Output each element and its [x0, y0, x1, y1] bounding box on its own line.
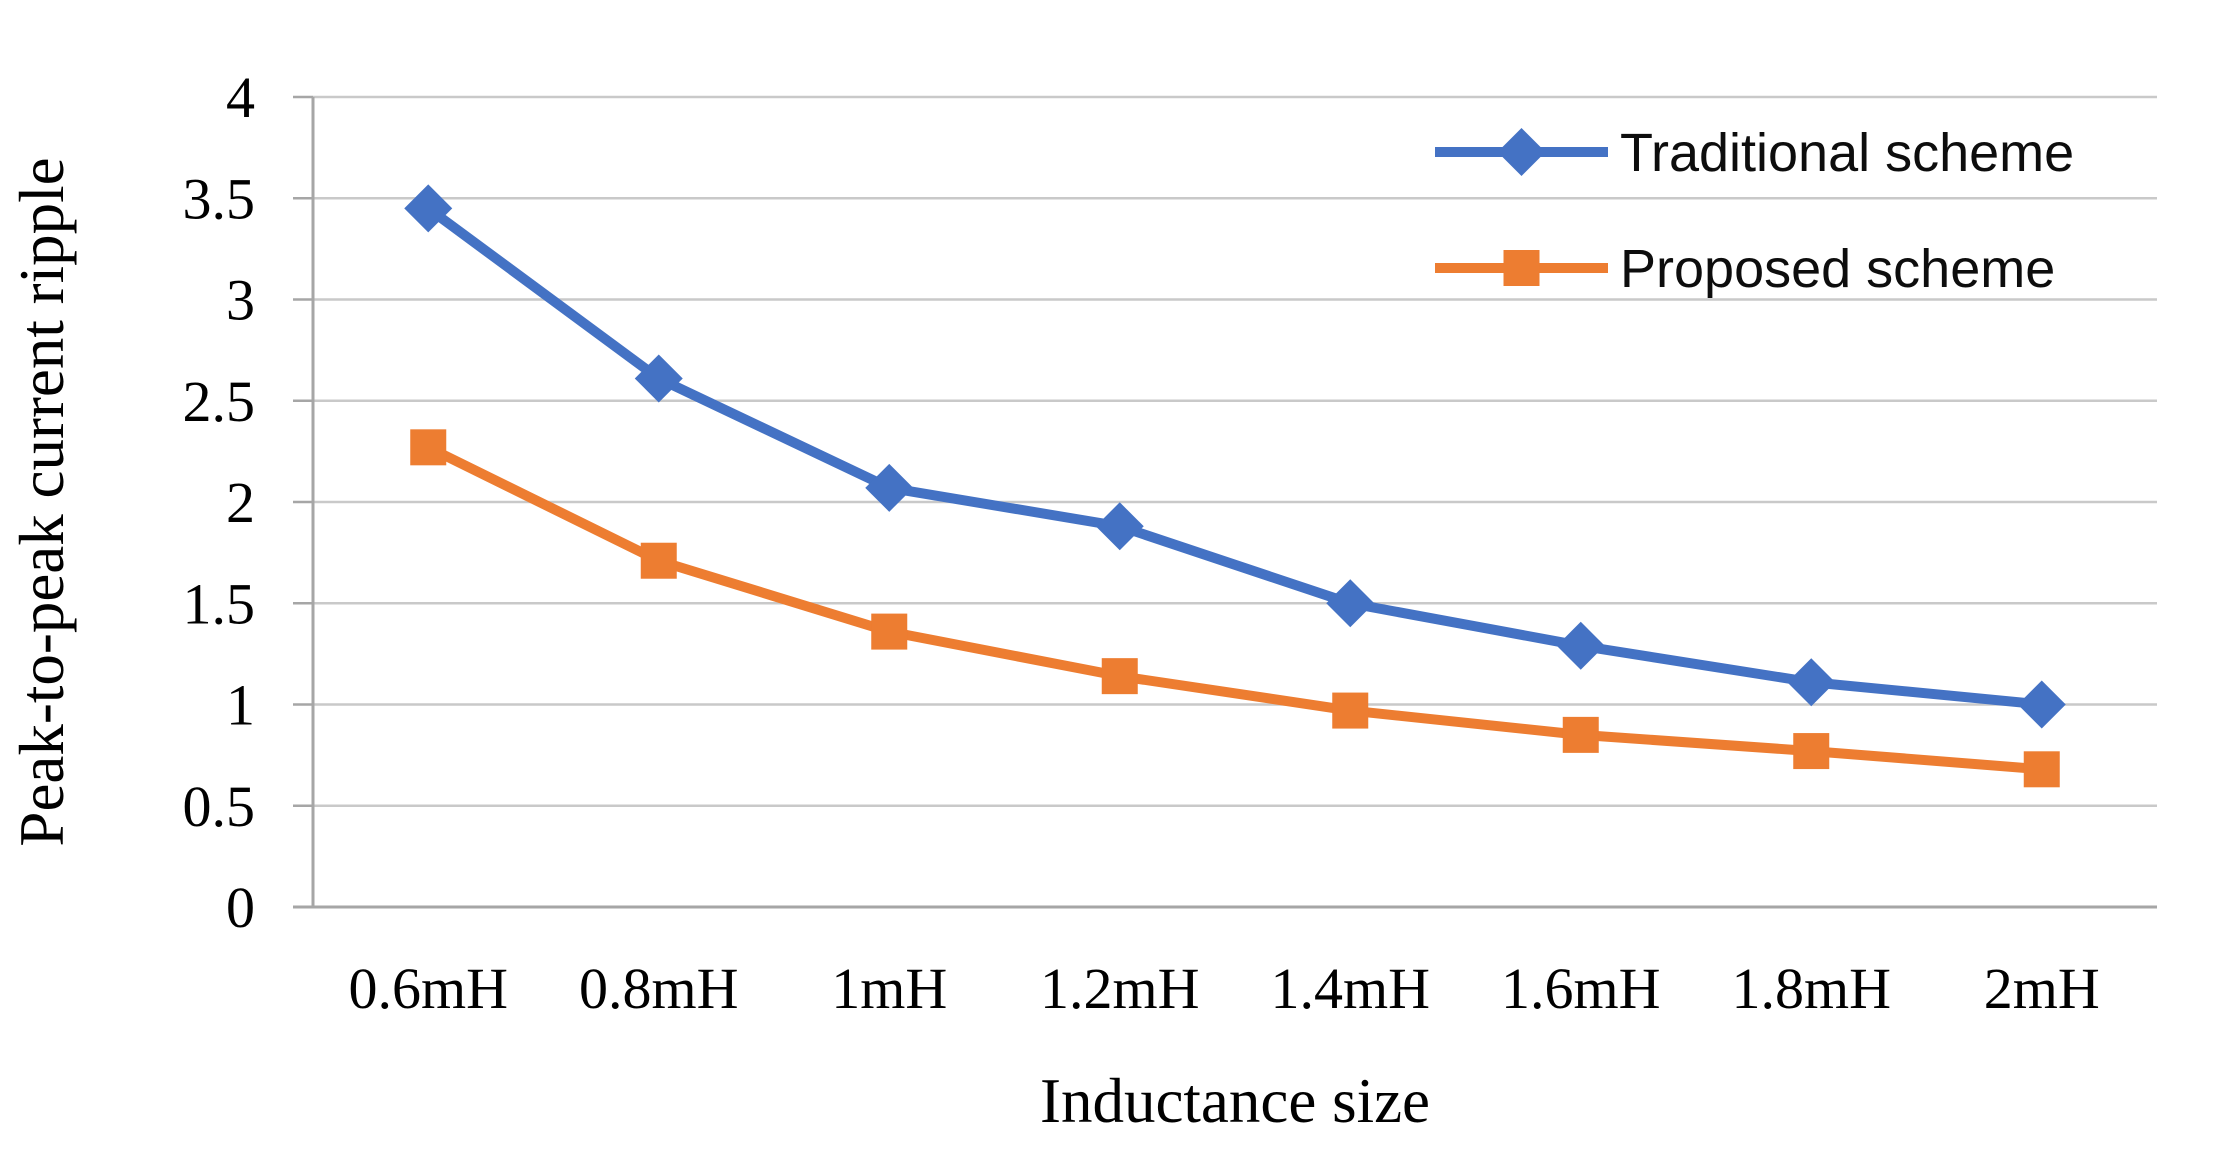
- axis-layer: 0 0.5 1 1.5 2 2.5 3 3.5 4 0.6mH 0.8mH 1mH 1.2mH 1.4mH…: [183, 65, 2157, 1021]
- series-marker-proposed-scheme: [1101, 658, 1138, 695]
- series-marker-traditional-scheme: [1787, 658, 1836, 707]
- series-marker-proposed-scheme: [2023, 751, 2060, 788]
- series-marker-proposed-scheme: [410, 429, 447, 466]
- series-marker-traditional-scheme: [1326, 579, 1375, 628]
- y-tick-label: 0: [226, 875, 255, 940]
- legend: Traditional scheme Proposed scheme: [1435, 123, 2074, 299]
- series-marker-traditional-scheme: [1095, 502, 1144, 551]
- legend-label-proposed-scheme: Proposed scheme: [1620, 239, 2055, 299]
- legend-label-traditional-scheme: Traditional scheme: [1620, 123, 2074, 183]
- x-tick-label: 0.8mH: [579, 956, 739, 1021]
- x-tick-label: 1.8mH: [1732, 956, 1892, 1021]
- x-axis-title: Inductance size: [1040, 1066, 1430, 1136]
- x-tick-label: 1mH: [831, 956, 947, 1021]
- y-tick-label: 3: [226, 268, 255, 333]
- series-marker-proposed-scheme: [1562, 716, 1599, 753]
- y-tick-label: 4: [226, 65, 255, 130]
- y-tick-label: 2: [226, 470, 255, 535]
- grid-layer: [313, 95, 2157, 909]
- legend-item-proposed-scheme: Proposed scheme: [1435, 239, 2055, 299]
- x-tick-label: 2mH: [1984, 956, 2100, 1021]
- series-marker-traditional-scheme: [404, 184, 453, 233]
- series-marker-traditional-scheme: [865, 463, 914, 512]
- legend-swatch-traditional-scheme: [1497, 128, 1546, 176]
- series-line-traditional-scheme: [423, 203, 2047, 710]
- legend-swatch-proposed-scheme: [1503, 250, 1540, 286]
- series-marker-proposed-scheme: [640, 542, 677, 579]
- x-tick-label: 1.2mH: [1040, 956, 1200, 1021]
- y-tick-label: 2.5: [183, 369, 256, 434]
- series-marker-traditional-scheme: [1556, 621, 1605, 670]
- y-tick-label: 1: [226, 673, 255, 738]
- y-axis-title: Peak-to-peak current ripple: [7, 157, 77, 846]
- y-tick-label: 0.5: [183, 774, 256, 839]
- series-marker-proposed-scheme: [1332, 692, 1369, 729]
- y-tick-label: 3.5: [183, 166, 256, 231]
- x-tick-label: 1.4mH: [1271, 956, 1431, 1021]
- x-tick-label: 0.6mH: [349, 956, 509, 1021]
- series-layer: [404, 184, 2066, 788]
- series-line-proposed-scheme: [423, 442, 2047, 775]
- series-marker-traditional-scheme: [634, 354, 683, 403]
- series-marker-proposed-scheme: [1793, 733, 1830, 770]
- series-marker-proposed-scheme: [871, 613, 908, 650]
- series-marker-traditional-scheme: [2017, 680, 2066, 729]
- y-tick-label: 1.5: [183, 571, 256, 636]
- x-tick-label: 1.6mH: [1501, 956, 1661, 1021]
- legend-item-traditional-scheme: Traditional scheme: [1435, 123, 2074, 183]
